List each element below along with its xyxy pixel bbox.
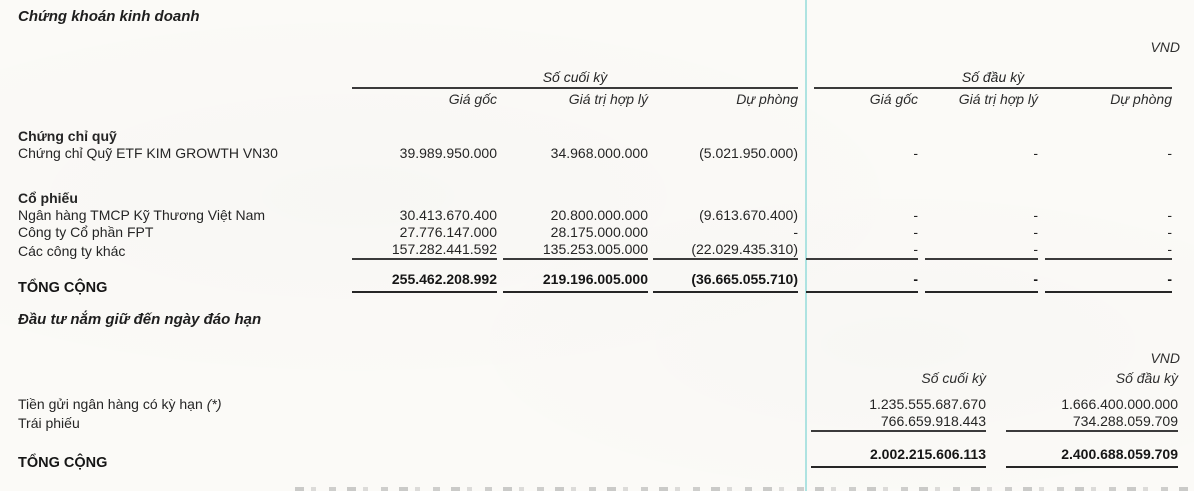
group-heading-label: Cổ phiếu xyxy=(18,190,78,206)
currency-label-section2: VND xyxy=(1150,350,1180,366)
table-row-fpt: Công ty Cổ phần FPT 27.776.147.000 28.17… xyxy=(0,224,1194,241)
cell-begin-provision: - xyxy=(1167,145,1172,161)
header-end-of-period: Số cuối kỳ xyxy=(921,370,986,386)
cell-begin-cost: - xyxy=(806,241,918,260)
currency-label-section1: VND xyxy=(1150,39,1180,55)
cell-begin-fair-value: - xyxy=(925,241,1038,260)
cell-end-cost: 27.776.147.000 xyxy=(399,224,497,240)
truncated-footnote xyxy=(295,487,1188,491)
vertical-divider-line xyxy=(805,0,807,491)
total-label: TỔNG CỘNG xyxy=(18,280,108,296)
cell-begin-fair-value: - xyxy=(1033,145,1038,161)
cell-end-provision: (22.029.435.310) xyxy=(653,241,798,260)
col-group-end-of-period: Số cuối kỳ xyxy=(352,69,798,89)
row-label: Tiền gửi ngân hàng có kỳ hạn (*) xyxy=(18,396,811,413)
table-row-etf-kim-growth: Chứng chỉ Quỹ ETF KIM GROWTH VN30 39.989… xyxy=(0,145,1194,162)
cell-begin-cost: - xyxy=(913,145,918,161)
total-begin-provision: - xyxy=(1045,271,1172,293)
cell-end-fair-value: 28.175.000.000 xyxy=(550,224,648,240)
cell-end-cost: 30.413.670.400 xyxy=(399,207,497,223)
total-end-fair-value: 219.196.005.000 xyxy=(503,271,648,293)
cell-end-provision: (5.021.950.000) xyxy=(699,145,798,161)
row-label-footnote-marker: (*) xyxy=(206,396,222,412)
table-row-other-companies: Các công ty khác 157.282.441.592 135.253… xyxy=(0,241,1194,260)
row-label: Công ty Cổ phần FPT xyxy=(18,224,154,240)
cell-end-value: 1.235.555.687.670 xyxy=(869,396,986,412)
table1-total-row: TỔNG CỘNG 255.462.208.992 219.196.005.00… xyxy=(0,271,1194,296)
total-end-provision: (36.665.055.710) xyxy=(653,271,798,293)
cell-end-fair-value: 20.800.000.000 xyxy=(550,207,648,223)
row-label: Các công ty khác xyxy=(18,243,126,259)
cell-end-fair-value: 135.253.005.000 xyxy=(503,241,648,260)
row-label: Ngân hàng TMCP Kỹ Thương Việt Nam xyxy=(18,207,266,223)
total-begin-value: 2.400.688.059.709 xyxy=(1006,446,1178,468)
subheader-begin-cost: Giá gốc xyxy=(869,91,918,107)
total-begin-fair-value: - xyxy=(925,271,1038,293)
table2-total-row: TỔNG CỘNG 2.002.215.606.113 2.400.688.05… xyxy=(0,446,1194,471)
table-row-term-deposits: Tiền gửi ngân hàng có kỳ hạn (*) 1.235.55… xyxy=(0,396,1194,413)
cell-begin-cost: - xyxy=(913,207,918,223)
subheader-begin-fair-value: Giá trị hợp lý xyxy=(958,91,1038,107)
total-end-cost: 255.462.208.992 xyxy=(352,271,497,293)
cell-begin-value: 1.666.400.000.000 xyxy=(1061,396,1178,412)
total-end-value: 2.002.215.606.113 xyxy=(811,446,986,468)
group-heading-label: Chứng chỉ quỹ xyxy=(18,128,117,144)
header-beginning-of-period: Số đầu kỳ xyxy=(1115,370,1178,386)
table2-header-row: Số cuối kỳ Số đầu kỳ xyxy=(0,370,1194,387)
section1-title: Chứng khoán kinh doanh xyxy=(18,8,200,25)
cell-end-value: 766.659.918.443 xyxy=(811,413,986,432)
table-row-techcombank: Ngân hàng TMCP Kỹ Thương Việt Nam 30.413… xyxy=(0,207,1194,224)
cell-end-cost: 39.989.950.000 xyxy=(399,145,497,161)
subheader-end-cost: Giá gốc xyxy=(448,91,497,107)
col-group-beginning-of-period: Số đầu kỳ xyxy=(814,69,1172,89)
cell-begin-cost: - xyxy=(913,224,918,240)
row-label: Chứng chỉ Quỹ ETF KIM GROWTH VN30 xyxy=(18,145,278,161)
subheader-end-provision: Dự phòng xyxy=(736,91,798,107)
table1-subheader-row: Giá gốc Giá trị hợp lý Dự phòng Giá gốc … xyxy=(0,91,1194,108)
total-begin-cost: - xyxy=(806,271,918,293)
group-heading-fund-certificates: Chứng chỉ quỹ xyxy=(0,128,1194,145)
cell-begin-fair-value: - xyxy=(1033,207,1038,223)
row-label-text: Trái phiếu xyxy=(18,415,80,431)
cell-begin-value: 734.288.059.709 xyxy=(1006,413,1178,432)
subheader-end-fair-value: Giá trị hợp lý xyxy=(568,91,648,107)
section2-title: Đầu tư nắm giữ đến ngày đáo hạn xyxy=(18,311,262,328)
group-heading-stocks: Cổ phiếu xyxy=(0,190,1194,207)
cell-end-cost: 157.282.441.592 xyxy=(352,241,497,260)
cell-begin-provision: - xyxy=(1045,241,1172,260)
cell-begin-provision: - xyxy=(1167,207,1172,223)
subheader-begin-provision: Dự phòng xyxy=(1110,91,1172,107)
cell-end-fair-value: 34.968.000.000 xyxy=(550,145,648,161)
row-label: Trái phiếu xyxy=(18,415,811,432)
cell-end-provision: - xyxy=(793,224,798,240)
table-row-bonds: Trái phiếu 766.659.918.443 734.288.059.7… xyxy=(0,413,1194,432)
table1-column-group-header: Số cuối kỳ Số đầu kỳ xyxy=(0,69,1194,89)
total-label: TỔNG CỘNG xyxy=(18,455,108,471)
row-label-text: Tiền gửi ngân hàng có kỳ hạn xyxy=(18,396,203,412)
cell-end-provision: (9.613.670.400) xyxy=(699,207,798,223)
cell-begin-provision: - xyxy=(1167,224,1172,240)
cell-begin-fair-value: - xyxy=(1033,224,1038,240)
